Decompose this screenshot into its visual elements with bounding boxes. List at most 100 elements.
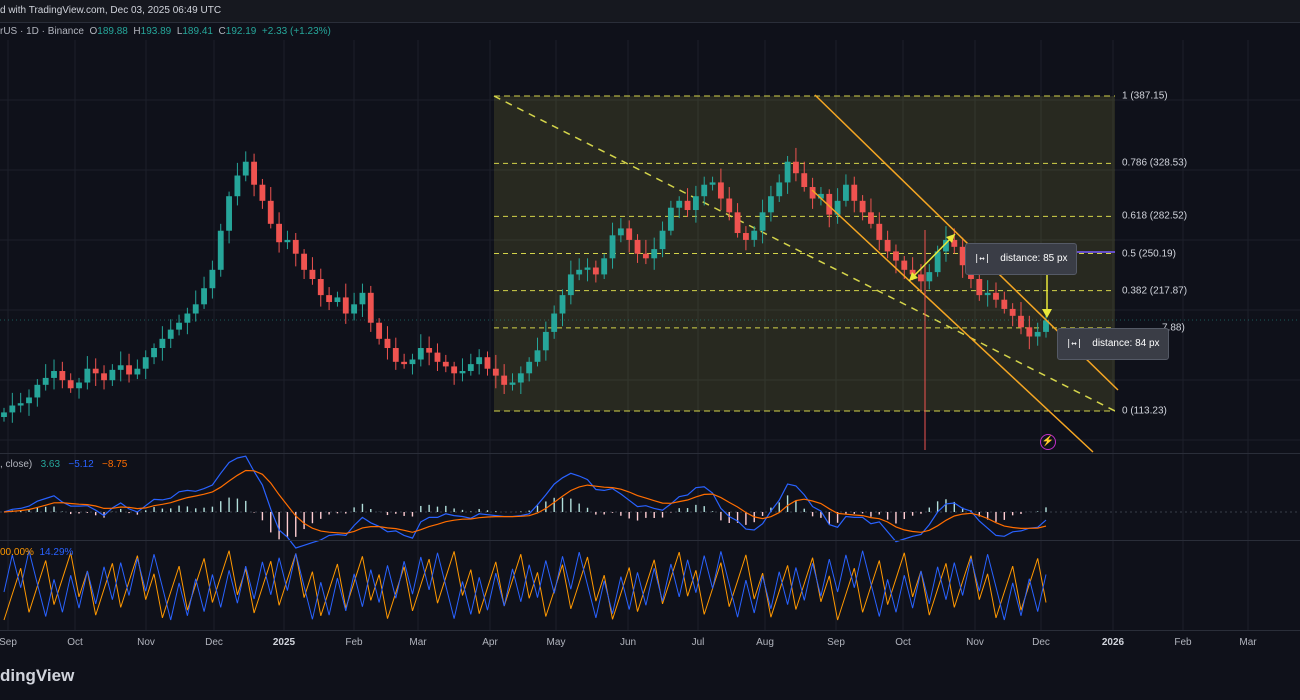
candle-body <box>192 304 199 314</box>
snapshot-caption: d with TradingView.com, Dec 03, 2025 06:… <box>0 5 222 16</box>
candle-body <box>134 368 141 375</box>
pane-separator-macd[interactable] <box>0 453 1300 454</box>
candle-body <box>101 373 107 381</box>
candle-body <box>317 279 324 296</box>
macd-legend[interactable]: , close) 3.63 −5.12 −8.75 <box>0 458 127 472</box>
candle-body <box>993 292 999 300</box>
measure-icon: |↔| <box>1066 339 1083 349</box>
candle-body <box>409 359 416 365</box>
candle-body <box>943 239 949 252</box>
candle-body <box>76 382 82 389</box>
close-value: 192.19 <box>225 26 257 37</box>
candle-body <box>17 403 24 406</box>
candle-body <box>834 200 841 215</box>
candle-body <box>717 182 724 199</box>
candle-body <box>42 377 49 385</box>
open-label: O <box>89 26 98 37</box>
time-tick: Dec <box>1032 637 1050 648</box>
candle-body <box>617 228 624 236</box>
candle-body <box>426 348 433 353</box>
macd-line <box>3 455 1047 549</box>
measure-tag-upper[interactable]: |↔| distance: 85 px <box>965 243 1077 275</box>
candle-body <box>184 313 191 323</box>
macd-hist-value: −8.75 <box>102 459 128 470</box>
candle-body <box>167 329 174 339</box>
candle-body <box>776 182 783 197</box>
symbol-name[interactable]: rUS · 1D · Binance <box>0 26 84 37</box>
measure-arrow-diagonal <box>908 233 956 282</box>
candle-body <box>843 184 849 201</box>
candle-body <box>117 365 124 370</box>
measure-text-lower: distance: 84 px <box>1092 338 1160 349</box>
candle-body <box>818 193 824 199</box>
time-tick: Dec <box>205 637 223 648</box>
arrow-head-up <box>946 234 955 243</box>
candle-body <box>234 175 241 197</box>
candle-body <box>142 357 149 369</box>
pane-separator-stoch[interactable] <box>0 540 1300 541</box>
stoch-legend[interactable]: 00.00% 14.29% <box>0 546 73 560</box>
macd-params: , close) <box>0 459 33 470</box>
candle-body <box>517 373 524 383</box>
stoch-line-orange <box>3 550 1047 621</box>
candle-body <box>1018 315 1024 328</box>
time-axis[interactable]: Sep Oct Nov Dec 2025 Feb Mar Apr May Jun Jul Aug Sep… <box>0 630 1300 653</box>
stoch-line-blue <box>3 550 1047 621</box>
candle-body <box>159 338 166 349</box>
candle-body <box>959 246 966 266</box>
candle-body <box>684 200 691 211</box>
candle-body <box>34 384 41 398</box>
candle-body <box>451 366 458 374</box>
candle-body <box>26 397 32 404</box>
time-tick: Oct <box>895 637 911 648</box>
price-chart[interactable] <box>0 0 1300 630</box>
candle-body <box>984 292 991 296</box>
candle-body <box>784 161 791 183</box>
candle-body <box>276 223 283 243</box>
candle-body <box>59 371 66 381</box>
fib-level-label: 0 (113.23) <box>1122 405 1167 417</box>
candle-body <box>309 269 316 280</box>
time-tick: Feb <box>1174 637 1192 648</box>
candle-body <box>242 161 249 176</box>
candle-body <box>692 196 699 211</box>
candle-body <box>401 361 408 365</box>
symbol-legend[interactable]: rUS · 1D · Binance O189.88 H193.89 L189.… <box>0 24 331 40</box>
chart-grid <box>0 40 1300 630</box>
candle-body <box>467 364 474 372</box>
candle-body <box>901 260 908 270</box>
lightning-icon[interactable]: ⚡ <box>1040 434 1056 450</box>
candle-body <box>109 369 116 381</box>
candle-body <box>534 350 541 362</box>
candle-body <box>509 382 516 385</box>
candle-body <box>893 251 899 261</box>
time-tick: Mar <box>1239 637 1257 648</box>
measure-tag-lower[interactable]: |↔| distance: 84 px <box>1057 328 1169 360</box>
candle-body <box>1 412 7 418</box>
candle-body <box>676 200 683 208</box>
candle-body <box>567 274 574 296</box>
candle-body <box>551 313 558 332</box>
candle-body <box>501 375 508 385</box>
time-tick: Nov <box>137 637 155 648</box>
candle-body <box>634 239 641 254</box>
candle-body <box>217 230 224 270</box>
time-tick: May <box>546 637 566 648</box>
candle-body <box>84 368 91 383</box>
macd-pane <box>0 455 1300 549</box>
candle-body <box>359 292 366 305</box>
macd-signal-value: −5.12 <box>68 459 94 470</box>
candle-body <box>92 368 99 374</box>
candle-body <box>767 196 774 213</box>
candle-body <box>751 230 758 240</box>
low-label: L <box>176 26 183 37</box>
candle-body <box>176 322 182 330</box>
candle-body <box>868 212 874 224</box>
arrow-head-vertical <box>1042 309 1052 318</box>
candle-body <box>342 297 349 314</box>
candle-body <box>1009 308 1016 316</box>
candle-body <box>592 267 599 275</box>
candle-body <box>301 253 308 270</box>
time-tick: 2025 <box>272 637 296 648</box>
candle-body <box>284 239 291 243</box>
